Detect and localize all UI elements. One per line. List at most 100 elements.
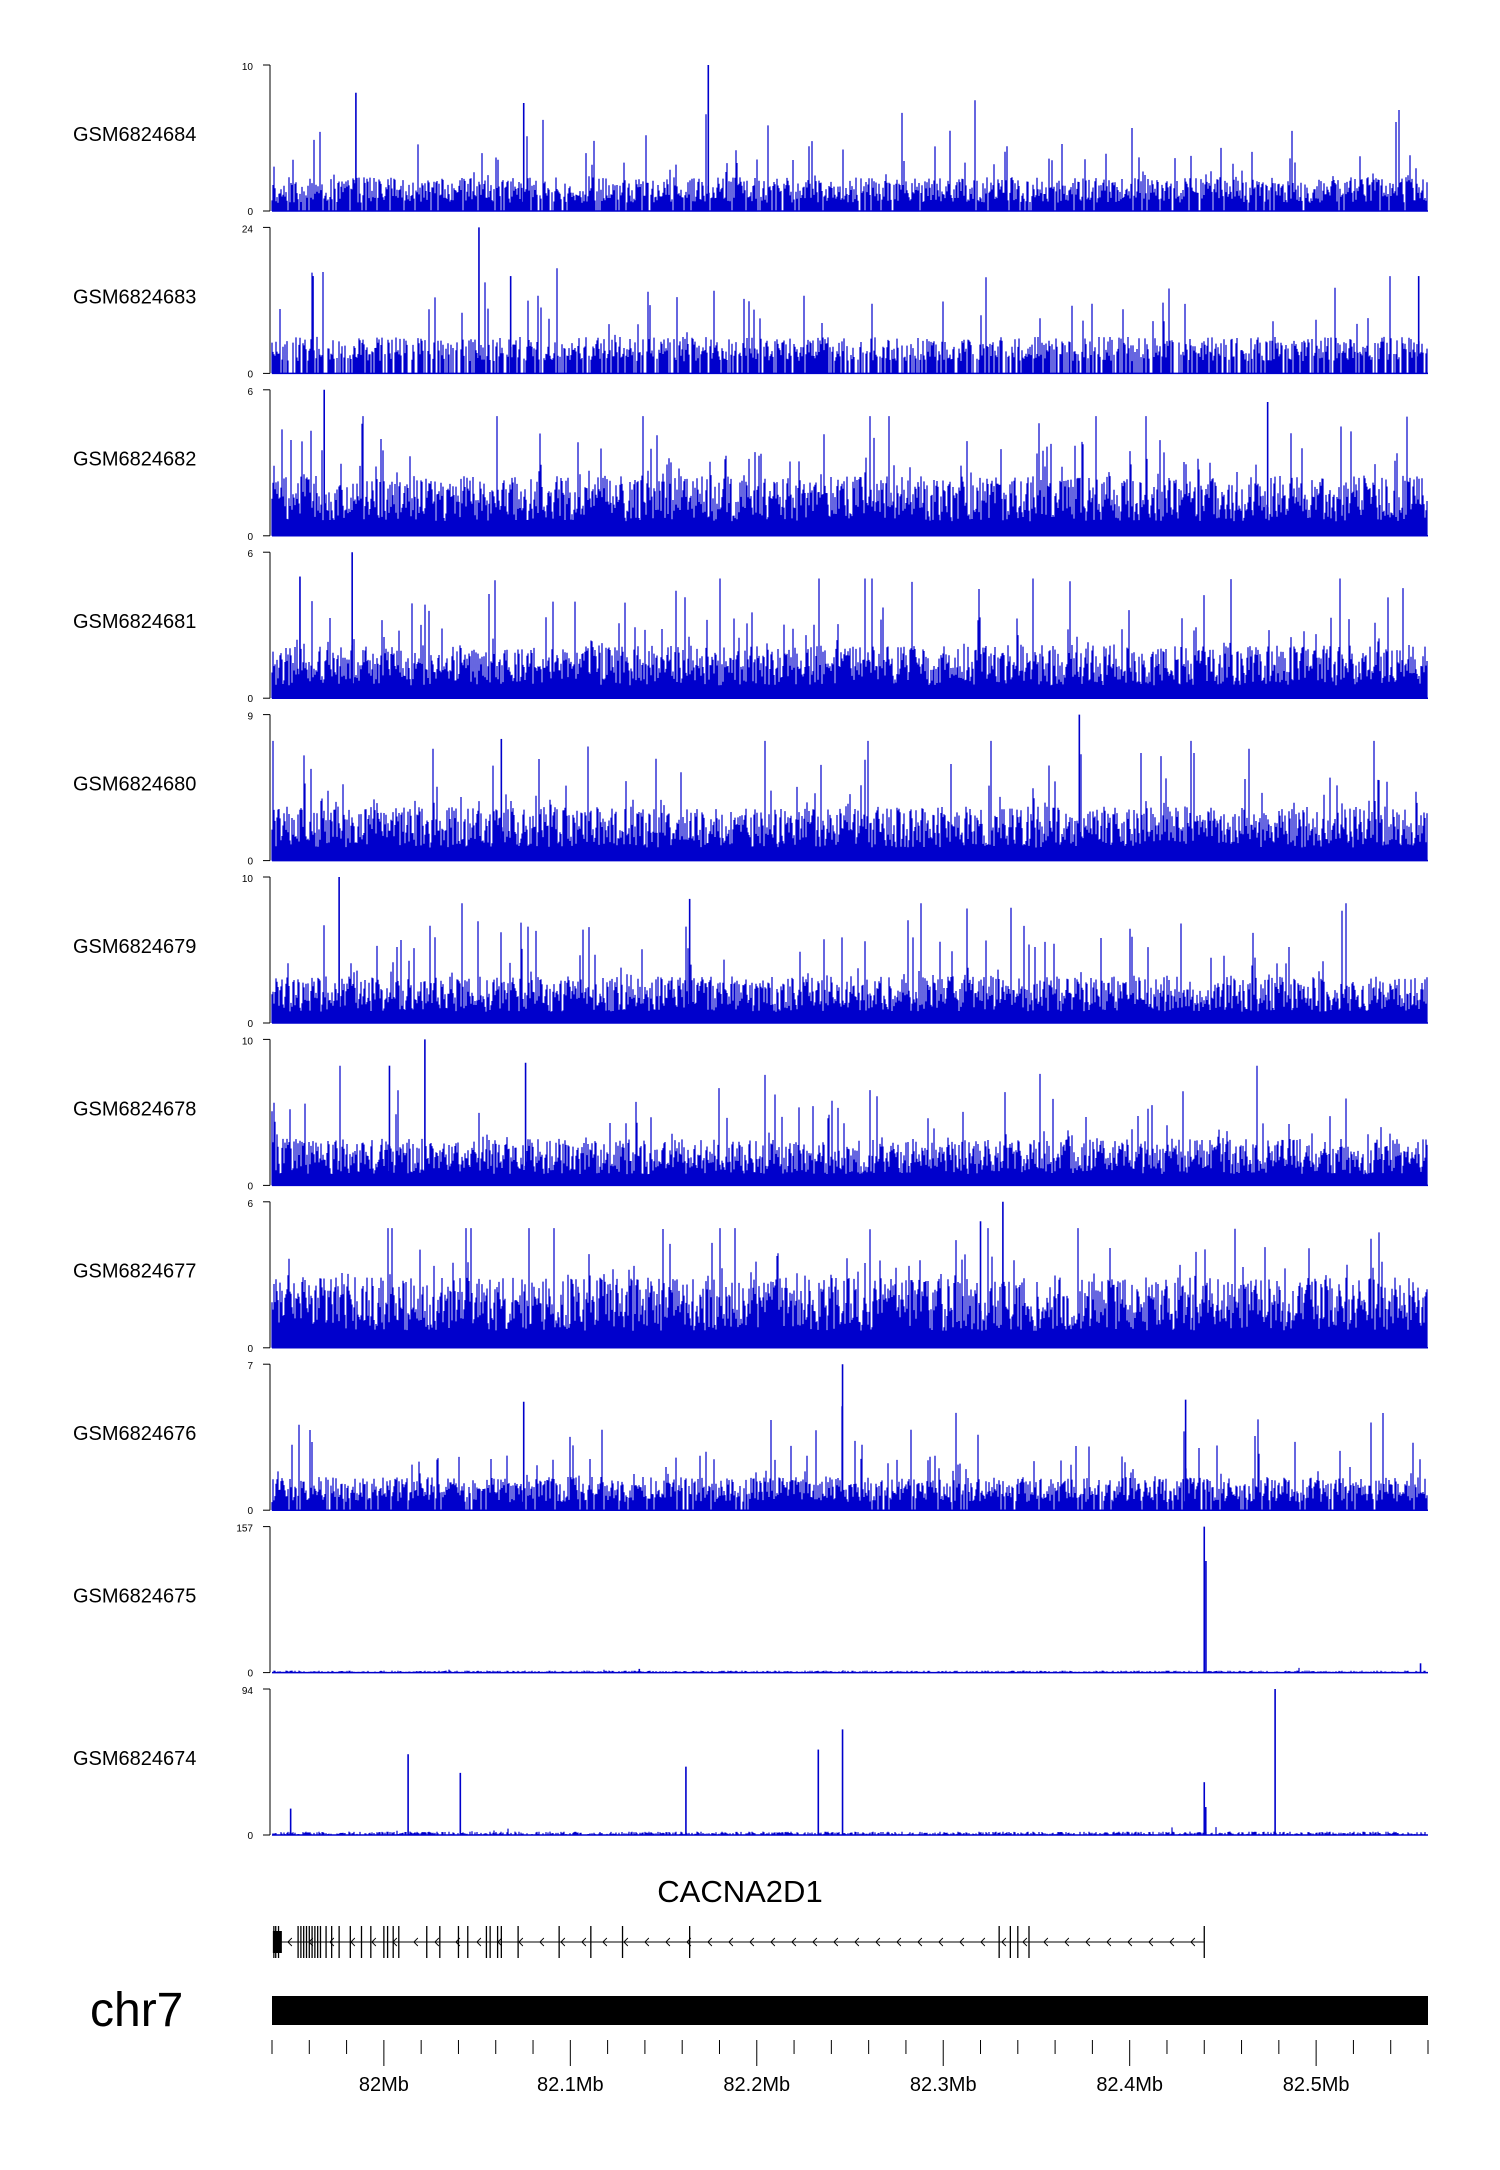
track-label: GSM6824677 [73, 1261, 196, 1283]
strand-arrow [959, 1937, 965, 1947]
track-GSM6824679: GSM6824679 10 0 [73, 874, 1428, 1030]
y-max-label: 157 [236, 1524, 253, 1535]
track-GSM6824676: GSM6824676 7 0 [73, 1361, 1428, 1517]
strand-arrow [875, 1937, 881, 1947]
track-label: GSM6824683 [73, 286, 196, 308]
track-label: GSM6824680 [73, 774, 196, 796]
chromosome-bar [272, 1996, 1428, 2025]
track-label: GSM6824678 [73, 1098, 196, 1120]
strand-arrow [1190, 1937, 1196, 1947]
chromosome-label: chr7 [90, 1984, 183, 2037]
axis-tick-label: 82.5Mb [1283, 2074, 1350, 2096]
y-max-label: 24 [242, 224, 254, 235]
gene-name: CACNA2D1 [657, 1874, 822, 1909]
y-max-label: 94 [242, 1686, 254, 1697]
strand-arrow [350, 1937, 356, 1947]
strand-arrow [1106, 1937, 1112, 1947]
axis-tick-label: 82.3Mb [910, 2074, 977, 2096]
track-GSM6824677: GSM6824677 6 0 [73, 1199, 1428, 1355]
strand-arrow [707, 1937, 713, 1947]
track-GSM6824684: GSM6824684 10 0 [73, 62, 1428, 218]
chromosome-ideogram: chr7 [90, 1984, 1428, 2037]
strand-arrow [1148, 1937, 1154, 1947]
gene-annotation-track: CACNA2D1 [272, 1874, 1205, 1958]
y-max-label: 10 [242, 1036, 254, 1047]
strand-arrow [770, 1937, 776, 1947]
strand-arrow [581, 1937, 587, 1947]
strand-arrow [980, 1937, 986, 1947]
strand-arrow [728, 1937, 734, 1947]
strand-arrow [413, 1937, 419, 1947]
y-min-label: 0 [247, 369, 253, 380]
strand-arrow [329, 1937, 335, 1947]
y-min-label: 0 [247, 207, 253, 218]
strand-arrow [287, 1937, 293, 1947]
track-label: GSM6824681 [73, 611, 196, 633]
signal-coverage [271, 740, 1428, 861]
strand-arrow [1169, 1937, 1175, 1947]
axis-tick-label: 82Mb [359, 2074, 409, 2096]
y-min-label: 0 [247, 1669, 253, 1680]
strand-arrow [602, 1937, 608, 1947]
strand-arrow [1064, 1937, 1070, 1947]
signal-coverage [271, 1065, 1428, 1186]
signal-coverage [271, 578, 1428, 699]
y-min-label: 0 [247, 1181, 253, 1192]
y-min-label: 0 [247, 857, 253, 868]
y-min-label: 0 [247, 694, 253, 705]
strand-arrow [560, 1937, 566, 1947]
strand-arrow [1043, 1937, 1049, 1947]
track-label: GSM6824684 [73, 124, 196, 146]
signal-tracks: GSM6824684100GSM6824683240GSM682468260GS… [73, 62, 1428, 1842]
y-max-label: 6 [247, 549, 253, 560]
strand-arrow [371, 1937, 377, 1947]
axis-tick-label: 82.2Mb [723, 2074, 790, 2096]
track-GSM6824682: GSM6824682 6 0 [73, 387, 1428, 543]
track-label: GSM6824674 [73, 1748, 196, 1770]
strand-arrow [896, 1937, 902, 1947]
y-min-label: 0 [247, 1019, 253, 1030]
track-GSM6824683: GSM6824683 24 0 [73, 224, 1428, 380]
signal-coverage [271, 1228, 1428, 1348]
track-GSM6824680: GSM6824680 9 0 [73, 712, 1428, 868]
strand-arrow [434, 1937, 440, 1947]
strand-arrow [1085, 1937, 1091, 1947]
signal-coverage [271, 1406, 1428, 1511]
y-max-label: 9 [247, 712, 253, 723]
axis-tick-label: 82.4Mb [1096, 2074, 1163, 2096]
y-max-label: 6 [247, 387, 253, 398]
strand-arrow [1127, 1937, 1133, 1947]
strand-arrow [854, 1937, 860, 1947]
axis-tick-label: 82.1Mb [537, 2074, 604, 2096]
strand-arrow [749, 1937, 755, 1947]
track-GSM6824675: GSM6824675 157 0 [73, 1524, 1428, 1680]
strand-arrow [518, 1937, 524, 1947]
strand-arrow [539, 1937, 545, 1947]
strand-arrow [623, 1937, 629, 1947]
strand-arrow [917, 1937, 923, 1947]
strand-arrow [938, 1937, 944, 1947]
y-max-label: 10 [242, 874, 254, 885]
strand-arrow [1001, 1937, 1007, 1947]
y-max-label: 10 [242, 62, 254, 73]
strand-arrow [308, 1937, 314, 1947]
y-min-label: 0 [247, 1506, 253, 1517]
genome-axis: 82Mb 82.1Mb 82.2Mb 82.3Mb 82.4Mb 82.5Mb [271, 2040, 1429, 2096]
signal-coverage [272, 1827, 1426, 1835]
strand-arrow [1022, 1937, 1028, 1947]
y-min-label: 0 [247, 532, 253, 543]
strand-arrow [392, 1937, 398, 1947]
track-label: GSM6824675 [73, 1586, 196, 1608]
track-label: GSM6824679 [73, 936, 196, 958]
strand-arrow [455, 1937, 461, 1947]
signal-coverage [271, 100, 1428, 211]
strand-arrow [812, 1937, 818, 1947]
strand-arrow [644, 1937, 650, 1947]
track-GSM6824678: GSM6824678 10 0 [73, 1036, 1428, 1192]
signal-coverage [271, 416, 1428, 536]
gene-utr-block [272, 1931, 282, 1953]
strand-arrow [476, 1937, 482, 1947]
strand-arrow [791, 1937, 797, 1947]
strand-arrow [833, 1937, 839, 1947]
